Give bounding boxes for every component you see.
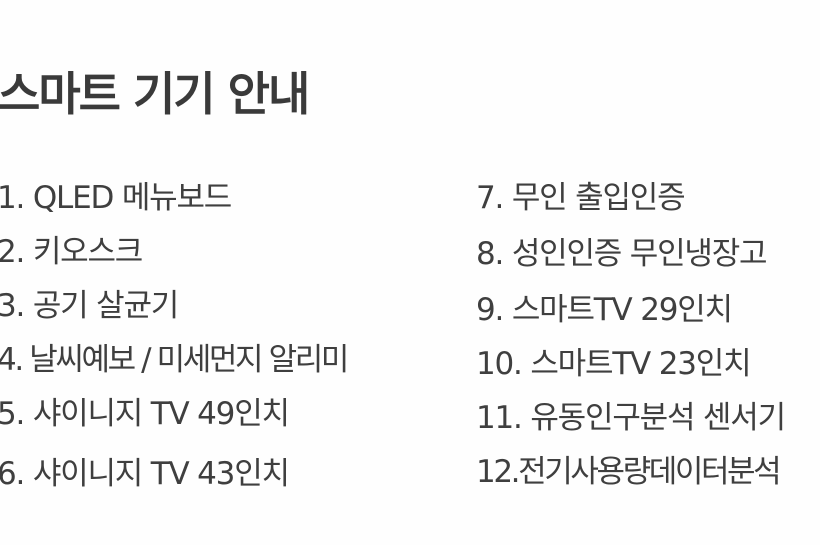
list-item: 3. 공기 살균기: [0, 288, 179, 324]
list-item: 6. 샤이니지 TV 43인치: [0, 456, 290, 492]
list-item: 4. 날씨예보 / 미세먼지 알리미: [0, 342, 349, 378]
list-item: 2. 키오스크: [0, 234, 143, 270]
list-item: 9. 스마트TV 29인치: [476, 292, 733, 328]
list-item: 12.전기사용량데이터분석: [476, 454, 782, 490]
list-item: 8. 성인인증 무인냉장고: [476, 236, 768, 272]
page-title: 스마트 기기 안내: [0, 67, 310, 121]
list-item: 5. 샤이니지 TV 49인치: [0, 396, 290, 432]
list-item: 10. 스마트TV 23인치: [476, 346, 752, 382]
list-item: 1. QLED 메뉴보드: [0, 180, 232, 216]
list-item: 11. 유동인구분석 센서기: [476, 400, 786, 436]
list-item: 7. 무인 출입인증: [476, 180, 686, 216]
